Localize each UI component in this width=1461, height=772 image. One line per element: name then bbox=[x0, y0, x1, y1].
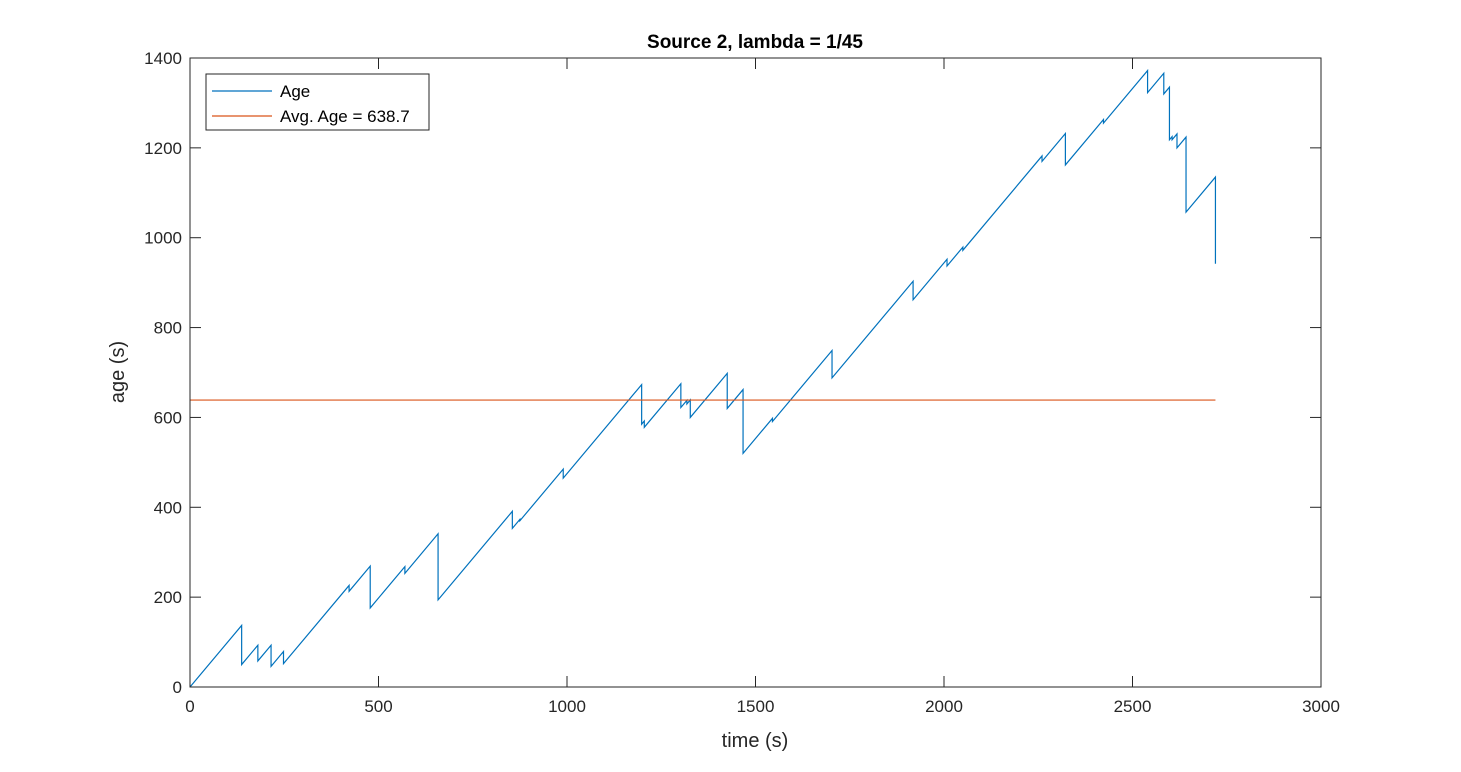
legend: Age Avg. Age = 638.7 bbox=[205, 73, 430, 131]
x-tick-label: 500 bbox=[364, 697, 392, 716]
legend-entry-avg-age: Avg. Age = 638.7 bbox=[280, 107, 410, 126]
y-tick-label: 0 bbox=[173, 678, 182, 697]
y-tick-label: 1000 bbox=[144, 229, 182, 248]
y-tick-label: 400 bbox=[154, 498, 182, 517]
series-layer bbox=[189, 68, 1217, 688]
x-tick-label: 3000 bbox=[1302, 697, 1340, 716]
x-tick-label: 1500 bbox=[737, 697, 775, 716]
ticks-layer: 0 500 1000 1500 2000 2500 3000 0 200 400 600 800 100… bbox=[144, 49, 1340, 716]
x-tick-label: 0 bbox=[185, 697, 194, 716]
y-tick-label: 1200 bbox=[144, 139, 182, 158]
series-line-age bbox=[189, 68, 1217, 688]
y-axis-label: age (s) bbox=[107, 341, 129, 403]
legend-box bbox=[205, 73, 430, 131]
y-tick-label: 600 bbox=[154, 408, 182, 427]
y-tick-label: 200 bbox=[154, 588, 182, 607]
y-tick-label: 1400 bbox=[144, 49, 182, 68]
legend-entry-age: Age bbox=[280, 82, 310, 101]
y-tick-label: 800 bbox=[154, 319, 182, 338]
x-axis-label: time (s) bbox=[722, 730, 789, 752]
plot-area bbox=[190, 58, 1321, 687]
x-tick-label: 1000 bbox=[548, 697, 586, 716]
x-tick-label: 2500 bbox=[1114, 697, 1152, 716]
chart-title: Source 2, lambda = 1/45 bbox=[647, 32, 863, 53]
x-tick-label: 2000 bbox=[925, 697, 963, 716]
